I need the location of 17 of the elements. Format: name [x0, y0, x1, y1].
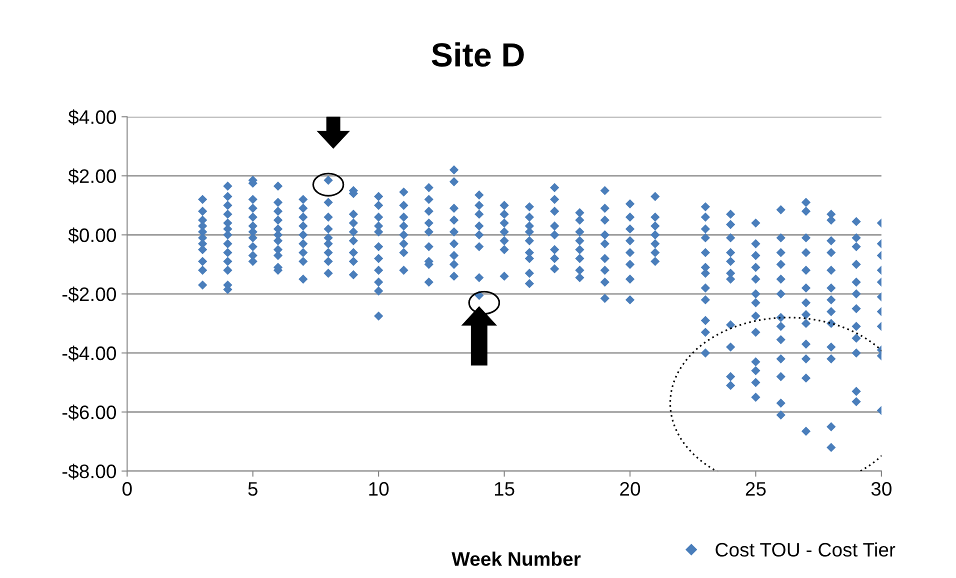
x-tick-label: 30: [871, 482, 892, 496]
x-axis-title: Week Number: [452, 552, 581, 566]
legend-label: Cost TOU - Cost Tier: [716, 542, 896, 557]
y-tick-label: $2.00: [68, 168, 116, 184]
y-tick-label: -$6.00: [62, 404, 116, 420]
y-tick-label: $4.00: [68, 109, 116, 126]
x-tick-label: 10: [369, 482, 389, 496]
x-tick-label: 0: [122, 482, 132, 496]
y-tick-label: -$2.00: [62, 286, 116, 302]
y-tick-label: $0.00: [68, 228, 116, 244]
x-tick-label: 20: [620, 482, 640, 496]
y-tick-label: -$8.00: [62, 464, 116, 480]
x-tick-label: 5: [248, 482, 258, 496]
y-tick-label: -$4.00: [62, 346, 116, 362]
x-tick-label: 25: [746, 482, 766, 496]
chart-title: Site D: [432, 42, 524, 67]
x-tick-label: 15: [494, 482, 514, 496]
